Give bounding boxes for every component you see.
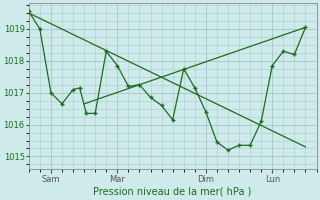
X-axis label: Pression niveau de la mer( hPa ): Pression niveau de la mer( hPa ) bbox=[93, 187, 252, 197]
